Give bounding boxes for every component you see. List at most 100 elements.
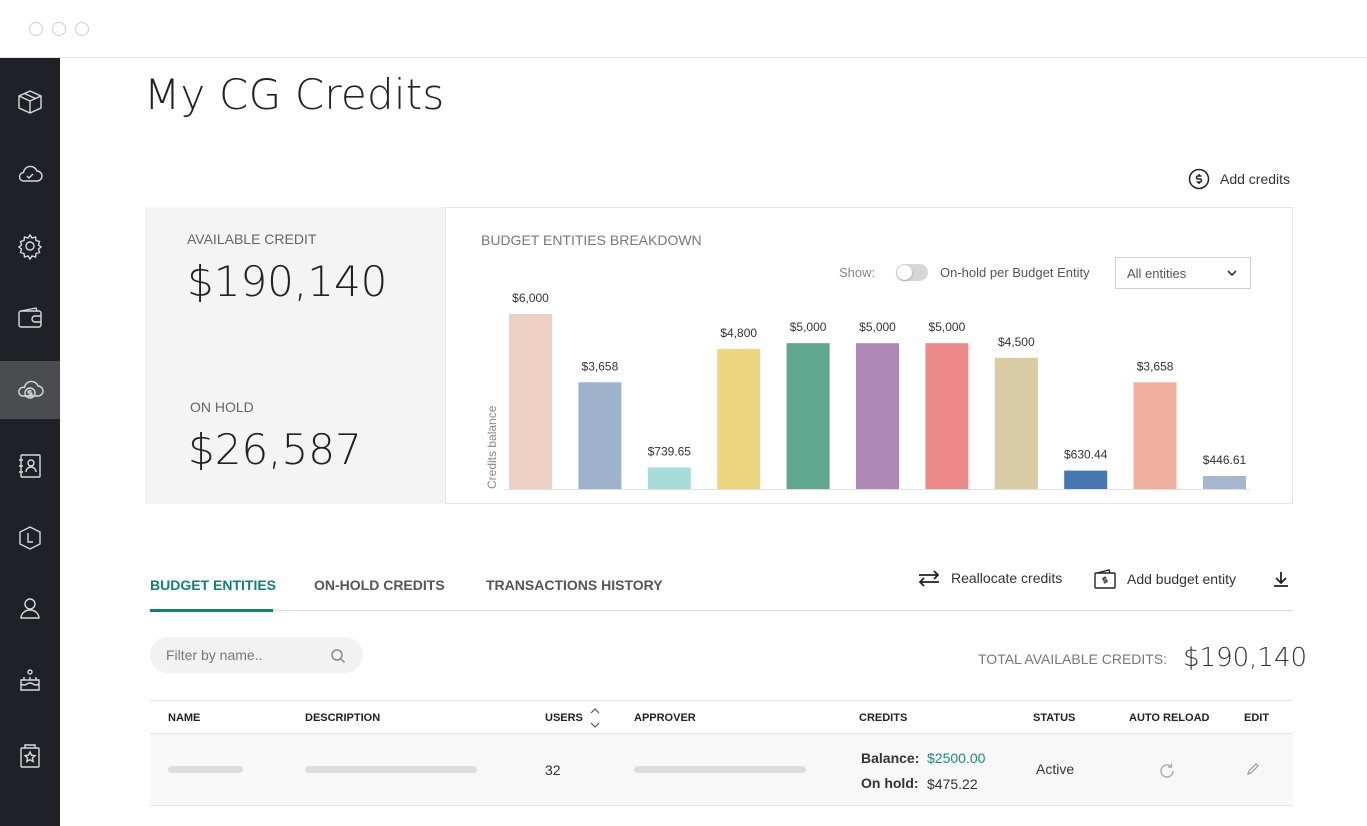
badge-icon [19, 526, 41, 550]
table-row-partial [150, 806, 1293, 826]
chart-bar[interactable] [717, 349, 761, 489]
dollar-circle-icon [1188, 168, 1210, 190]
sort-icon[interactable] [590, 707, 600, 729]
budget-breakdown-chart: Credits balance $6,000 $3,658 $739.65 $4,800… [485, 291, 1250, 490]
page-title: My CG Credits [144, 70, 445, 119]
total-available-credits-label: TOTAL AVAILABLE CREDITS: [978, 651, 1168, 667]
search-icon[interactable] [330, 648, 346, 664]
sidebar-item-wallet[interactable] [0, 289, 60, 347]
sidebar-item-users[interactable] [0, 579, 60, 637]
entities-select-value: All entities [1127, 266, 1187, 281]
sidebar-item-credits[interactable] [0, 361, 60, 419]
cloud-dollar-icon [18, 380, 44, 399]
wallet-dollar-icon [1094, 569, 1116, 589]
sidebar-item-contacts[interactable] [0, 437, 60, 495]
bar-value-label: $3,658 [582, 359, 619, 373]
balance-label: Balance: [861, 750, 920, 766]
credit-summary-card: AVAILABLE CREDIT $190,140 ON HOLD $26,58… [145, 207, 445, 504]
bar-value-label: $3,658 [1137, 359, 1174, 373]
swap-arrows-icon [918, 570, 940, 587]
column-header-description[interactable]: DESCRIPTION [305, 712, 381, 724]
contacts-book-icon [19, 454, 41, 478]
balance-value: $2500.00 [927, 750, 986, 766]
chart-bar[interactable] [1203, 475, 1246, 489]
add-budget-entity-button[interactable]: Add budget entity [1093, 568, 1236, 590]
column-header-auto-reload[interactable]: AUTO RELOAD [1129, 712, 1210, 724]
chart-bar[interactable] [856, 343, 899, 489]
description-placeholder [305, 766, 477, 773]
chart-bar[interactable] [578, 382, 622, 489]
sidebar-item-celebrations[interactable] [0, 651, 60, 709]
approver-placeholder [634, 766, 806, 773]
cake-icon [20, 669, 40, 691]
filter-by-name-input[interactable] [150, 637, 363, 673]
star-tag-icon [20, 744, 40, 768]
sidebar-item-settings[interactable] [0, 217, 60, 275]
show-label: Show: [839, 265, 876, 280]
budget-breakdown-card: Credits balance $6,000 $3,658 $739.65 $4,800… [445, 207, 1293, 504]
name-placeholder [168, 766, 243, 773]
bar-value-label: $5,000 [929, 320, 966, 334]
on-hold-row-label: On hold: [861, 775, 919, 791]
auto-reload-icon[interactable] [1157, 761, 1177, 781]
on-hold-label: ON HOLD [190, 399, 254, 415]
gear-icon [17, 233, 43, 260]
tab-transactions-history[interactable]: TRANSACTIONS HISTORY [486, 577, 663, 593]
column-header-edit[interactable]: EDIT [1244, 712, 1270, 724]
add-budget-entity-label: Add budget entity [1127, 571, 1236, 587]
tab-budget-entities[interactable]: BUDGET ENTITIES [150, 577, 277, 593]
table-row[interactable]: 32 Balance: $2500.00 On hold: $475.22 Ac… [150, 734, 1293, 806]
chart-bar[interactable] [925, 343, 969, 489]
window-control-maximize[interactable] [75, 22, 89, 36]
add-credits-label: Add credits [1220, 171, 1291, 187]
box-icon [18, 90, 42, 114]
sidebar-item-cloud[interactable] [0, 145, 60, 203]
chart-bar[interactable] [647, 467, 691, 489]
column-header-name[interactable]: NAME [168, 712, 201, 724]
bar-value-label: $739.65 [648, 444, 692, 458]
chart-bar[interactable] [786, 343, 830, 489]
download-icon[interactable] [1272, 570, 1290, 588]
bar-value-label: $446.61 [1203, 453, 1247, 467]
chart-bar[interactable] [1064, 470, 1108, 489]
on-hold-toggle[interactable] [896, 264, 928, 281]
breakdown-title: BUDGET ENTITIES BREAKDOWN [481, 232, 702, 248]
add-credits-button[interactable]: Add credits [1188, 168, 1290, 190]
window-control-close[interactable] [29, 22, 43, 36]
bar-value-label: $630.44 [1064, 448, 1108, 462]
sidebar-item-levels[interactable] [0, 509, 60, 567]
tab-on-hold-credits[interactable]: ON-HOLD CREDITS [314, 577, 445, 593]
edit-pencil-icon[interactable] [1246, 762, 1260, 776]
total-available-credits-value: $190,140 [1183, 643, 1308, 673]
bar-value-label: $5,000 [859, 320, 896, 334]
chevron-down-icon [1227, 270, 1237, 277]
entities-select[interactable]: All entities [1115, 257, 1251, 289]
active-tab-indicator [150, 609, 273, 612]
reallocate-credits-label: Reallocate credits [951, 570, 1063, 586]
y-axis-label: Credits balance [485, 405, 499, 489]
reallocate-credits-button[interactable]: Reallocate credits [917, 569, 1062, 587]
chart-bar[interactable] [994, 357, 1038, 489]
chart-bar[interactable] [509, 314, 552, 489]
tabs-bar: BUDGET ENTITIES ON-HOLD CREDITS TRANSACT… [150, 566, 1293, 612]
users-count: 32 [545, 762, 561, 778]
window-control-minimize[interactable] [52, 22, 66, 36]
bar-value-label: $6,000 [512, 291, 549, 305]
on-hold-value: $26,587 [188, 425, 362, 474]
chart-bar[interactable] [1133, 382, 1177, 489]
status-text: Active [1036, 761, 1075, 777]
column-header-credits[interactable]: CREDITS [859, 712, 908, 724]
sidebar-item-rewards[interactable] [0, 727, 60, 785]
sidebar-item-products[interactable] [0, 73, 60, 131]
wallet-icon [18, 307, 42, 328]
on-hold-toggle-label: On-hold per Budget Entity [940, 265, 1090, 280]
column-header-approver[interactable]: APPROVER [634, 712, 696, 724]
toggle-knob [897, 265, 912, 280]
bar-value-label: $4,800 [720, 326, 757, 340]
on-hold-row-value: $475.22 [927, 776, 978, 792]
column-header-status[interactable]: STATUS [1033, 712, 1076, 724]
window-titlebar [0, 0, 1367, 58]
column-header-users[interactable]: USERS [545, 712, 583, 724]
table-header: NAME DESCRIPTION USERS APPROVER CREDITS … [150, 700, 1293, 734]
sidebar [0, 58, 60, 826]
